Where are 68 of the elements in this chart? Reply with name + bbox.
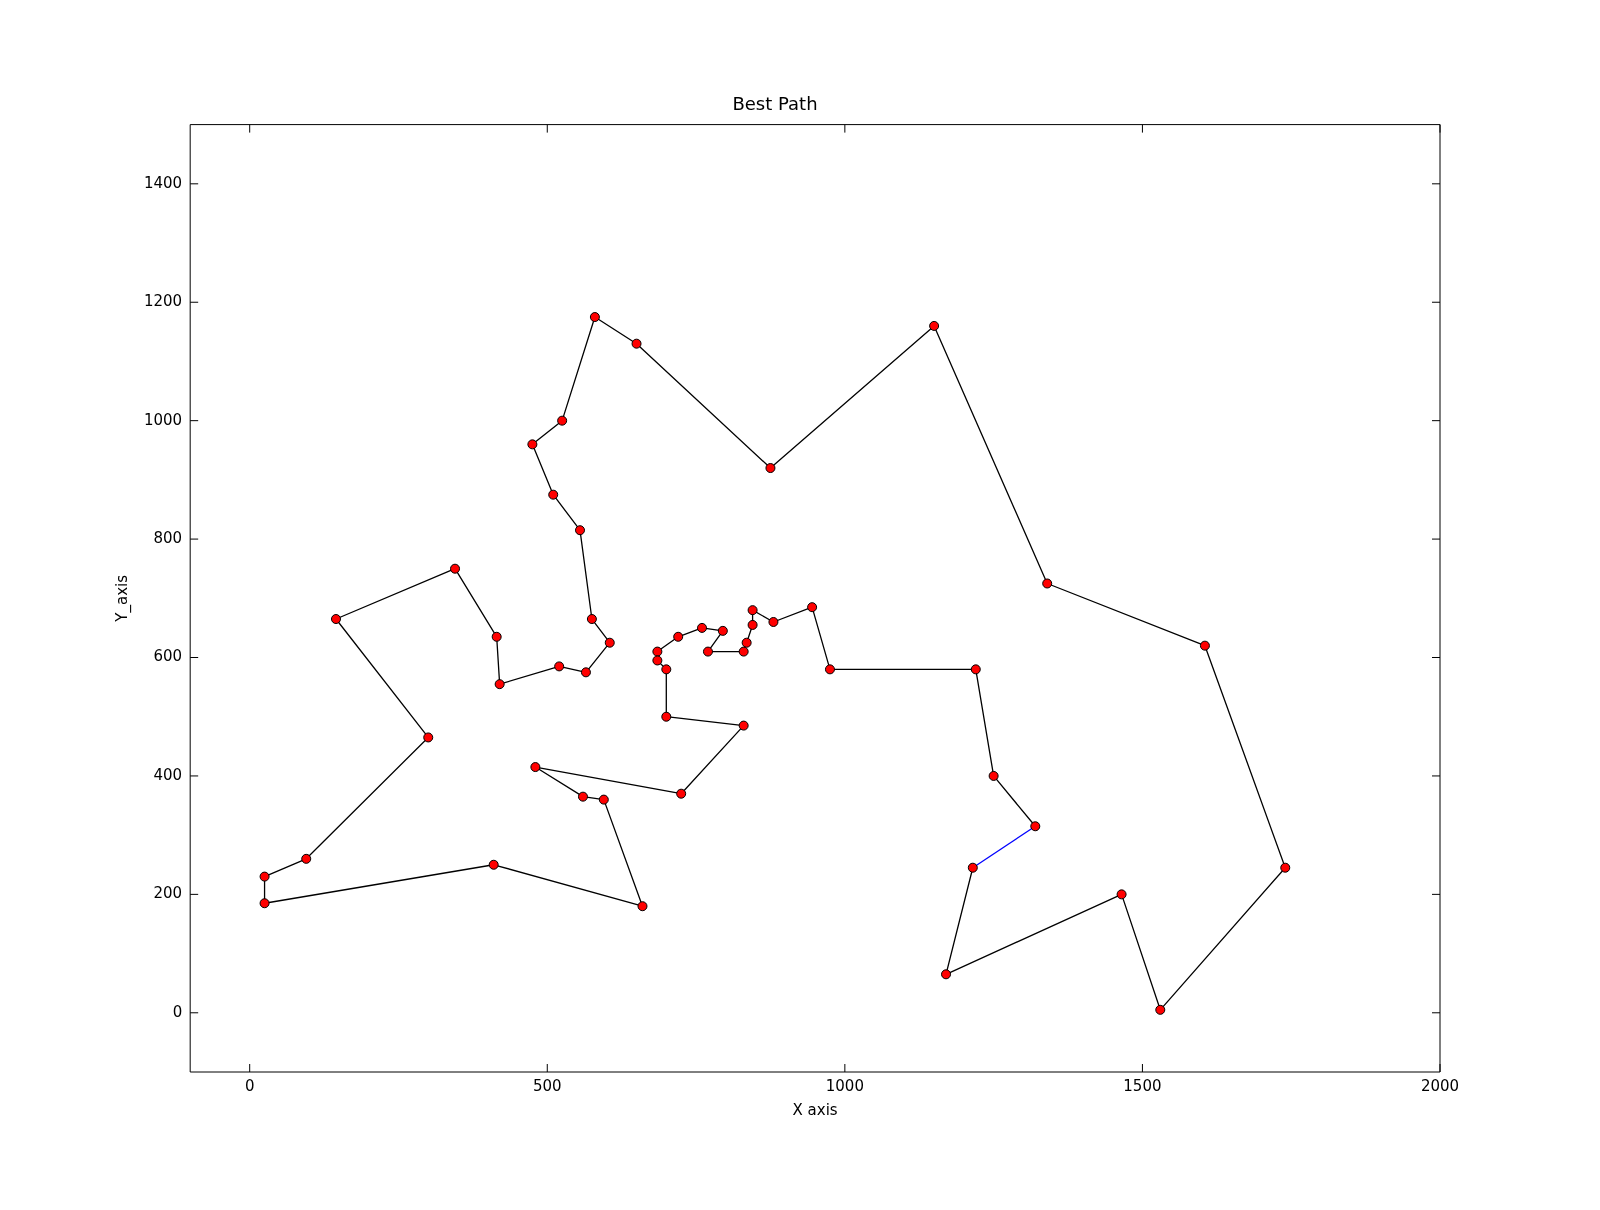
- point: [824, 664, 835, 675]
- point: [259, 871, 270, 882]
- point: [929, 320, 940, 331]
- point: [577, 791, 588, 802]
- x-axis-title: X axis: [792, 1100, 838, 1119]
- point: [604, 637, 615, 648]
- point: [702, 646, 713, 657]
- point: [717, 625, 728, 636]
- point: [491, 631, 502, 642]
- point: [1042, 578, 1053, 589]
- point: [988, 770, 999, 781]
- point: [580, 667, 591, 678]
- y-tick-label: 800: [153, 528, 183, 547]
- y-tick-label: 400: [153, 765, 183, 784]
- x-tick-label: 500: [532, 1076, 562, 1095]
- point: [941, 969, 952, 980]
- point: [554, 661, 565, 672]
- x-tick-label: 0: [244, 1076, 255, 1095]
- point: [768, 616, 779, 627]
- point: [673, 631, 684, 642]
- point: [423, 732, 434, 743]
- y-tick-label: 200: [153, 884, 183, 903]
- point: [586, 614, 597, 625]
- point: [530, 762, 541, 773]
- x-tick-label: 1000: [825, 1076, 864, 1095]
- chart-title: Best Path: [732, 93, 818, 115]
- point: [967, 862, 978, 873]
- y-tick-label: 600: [153, 647, 183, 666]
- y-tick-label: 1000: [143, 410, 183, 429]
- point: [1280, 862, 1291, 873]
- point: [741, 637, 752, 648]
- point: [527, 439, 538, 450]
- point: [738, 720, 749, 731]
- x-tick-label: 1500: [1123, 1076, 1162, 1095]
- point: [747, 605, 758, 616]
- point: [652, 655, 663, 666]
- point: [747, 619, 758, 630]
- point: [488, 859, 499, 870]
- point: [450, 563, 461, 574]
- point: [970, 664, 981, 675]
- point: [1030, 821, 1041, 832]
- point: [598, 794, 609, 805]
- point: [575, 525, 585, 536]
- point: [676, 788, 687, 799]
- point: [1199, 640, 1210, 651]
- point: [661, 664, 672, 675]
- point: [637, 901, 648, 912]
- point: [738, 646, 749, 657]
- point: [548, 489, 559, 500]
- point: [301, 853, 312, 864]
- point: [765, 463, 776, 474]
- point: [494, 679, 505, 690]
- point: [1116, 889, 1127, 900]
- y-tick-label: 0: [172, 1002, 183, 1021]
- point: [631, 338, 642, 349]
- point: [557, 415, 568, 426]
- point: [652, 646, 663, 657]
- y-tick-label: 1400: [143, 173, 183, 192]
- point: [697, 622, 708, 633]
- y-tick-label: 1200: [143, 292, 183, 311]
- point: [807, 602, 818, 613]
- point: [661, 711, 672, 722]
- x-tick-label: 2000: [1420, 1076, 1460, 1095]
- point: [1155, 1004, 1166, 1015]
- point: [259, 898, 270, 909]
- point: [589, 312, 600, 323]
- point: [330, 614, 341, 625]
- y-axis-title: Y_axis: [112, 574, 132, 623]
